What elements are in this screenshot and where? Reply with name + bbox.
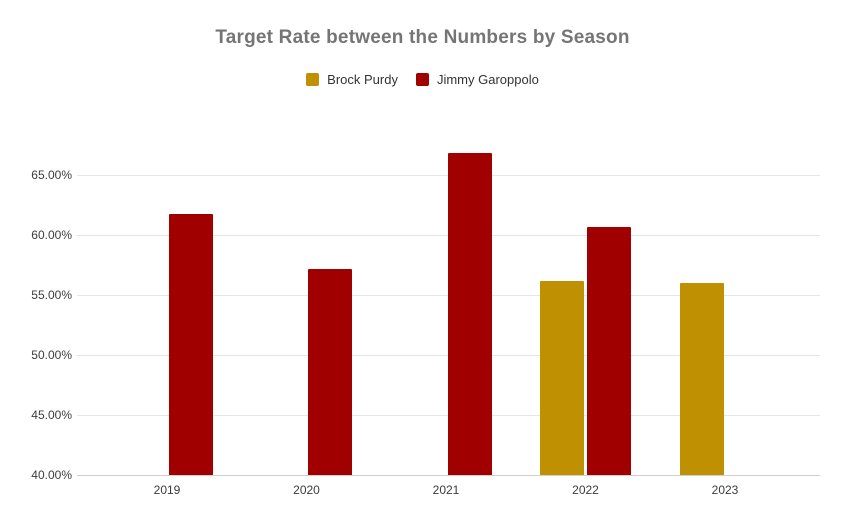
- legend-item-brock-purdy[interactable]: Brock Purdy: [306, 72, 398, 87]
- y-axis-tick-label: 40.00%: [31, 468, 72, 482]
- y-axis-tick-label: 60.00%: [31, 227, 72, 242]
- legend-swatch-jimmy-garoppolo: [415, 73, 429, 86]
- legend-item-jimmy-garoppolo[interactable]: Jimmy Garoppolo: [415, 72, 539, 87]
- y-axis-tick-label: 55.00%: [31, 287, 72, 302]
- x-axis-label: 2022: [572, 483, 599, 497]
- x-axis-label: 2021: [432, 483, 460, 497]
- chart-title: Target Rate between the Numbers by Seaso…: [215, 27, 630, 48]
- x-axis-line: [77, 475, 820, 476]
- y-axis-tick-label: 45.00%: [31, 407, 72, 422]
- x-axis-label: 2023: [711, 483, 739, 497]
- legend-label: Jimmy Garoppolo: [436, 72, 539, 87]
- bar-brock-purdy-2023[interactable]: [679, 282, 724, 475]
- bar-jimmy-garoppolo-2020[interactable]: [308, 269, 352, 475]
- bar-jimmy-garoppolo-2021[interactable]: [447, 152, 492, 475]
- x-axis-label: 2019: [153, 483, 181, 497]
- bar-brock-purdy-2022[interactable]: [540, 281, 584, 475]
- legend-label: Brock Purdy: [327, 72, 398, 87]
- bar-jimmy-garoppolo-2019[interactable]: [168, 214, 213, 475]
- legend: Brock Purdy Jimmy Garoppolo: [0, 72, 845, 87]
- bar-jimmy-garoppolo-2022[interactable]: [587, 227, 631, 475]
- x-axis-label: 2020: [293, 483, 320, 497]
- legend-swatch-brock-purdy: [306, 73, 320, 86]
- y-axis-tick-label: 50.00%: [31, 347, 72, 362]
- y-axis-tick-label: 65.00%: [31, 167, 72, 182]
